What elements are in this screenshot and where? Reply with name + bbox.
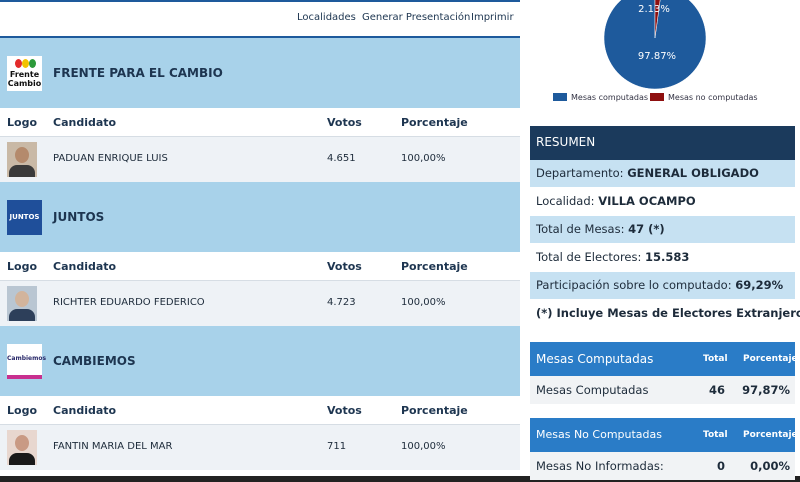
- resumen-value: GENERAL OBLIGADO: [627, 166, 759, 180]
- pie-slice: [603, 0, 707, 90]
- pie-chart: 97.87% 2.13% Mesas computadas Mesas no comp…: [553, 0, 758, 102]
- candidate-photo: [7, 142, 37, 177]
- row-percent: 0,00%: [750, 459, 790, 473]
- candidate-row: [0, 424, 520, 470]
- column-header: Porcentaje: [401, 260, 468, 273]
- resumen-row: Total de Mesas: 47 (*): [530, 216, 795, 243]
- table-header-row: [0, 108, 520, 136]
- photo-body: [9, 453, 35, 465]
- column-header: Votos: [327, 404, 362, 417]
- row-total: 46: [708, 383, 725, 397]
- logo-dot: [29, 59, 36, 68]
- candidate-votes: 4.723: [327, 297, 356, 308]
- table-column: Total: [703, 354, 728, 364]
- logo-dot: [15, 59, 22, 68]
- column-header: Candidato: [53, 404, 117, 417]
- bottom-bar: [0, 476, 800, 482]
- photo-head: [15, 435, 29, 451]
- column-header: Votos: [327, 116, 362, 129]
- resumen-label: Total de Mesas:: [536, 222, 625, 236]
- candidate-row: [0, 280, 520, 326]
- party-logo: Frente Cambio: [7, 56, 42, 91]
- photo-head: [15, 147, 29, 163]
- party-name: JUNTOS: [53, 210, 105, 224]
- legend-swatch: [650, 93, 664, 101]
- party-logo: JUNTOS: [7, 200, 42, 235]
- table-title: Mesas No Computadas: [536, 428, 663, 441]
- column-header: Porcentaje: [401, 404, 468, 417]
- candidate-votes: 711: [327, 441, 347, 452]
- party-header: [0, 38, 520, 108]
- column-header: Logo: [7, 404, 37, 417]
- party-header: [0, 182, 520, 252]
- candidate-percent: 100,00%: [401, 441, 446, 452]
- party-name: FRENTE PARA EL CAMBIO: [53, 66, 223, 80]
- nav-link[interactable]: Imprimir: [471, 12, 514, 23]
- table-header-row: [0, 252, 520, 280]
- resumen-label: Departamento:: [536, 166, 624, 180]
- candidate-row: [0, 136, 520, 182]
- table-title: Mesas Computadas: [536, 352, 654, 366]
- candidate-votes: 4.651: [327, 153, 356, 164]
- nav-link[interactable]: Generar Presentación: [362, 12, 471, 23]
- table-row: [530, 452, 795, 480]
- resumen-label: Total de Electores:: [536, 250, 642, 264]
- candidate-photo: [7, 430, 37, 465]
- photo-body: [9, 309, 35, 321]
- resumen-row: Departamento: GENERAL OBLIGADO: [530, 160, 795, 187]
- table-column: Porcentaje: [743, 354, 798, 364]
- column-header: Candidato: [53, 260, 117, 273]
- table-column: Porcentaje: [743, 430, 798, 440]
- column-header: Porcentaje: [401, 116, 468, 129]
- photo-head: [15, 291, 29, 307]
- table-header-row: [0, 396, 520, 424]
- resumen-value: 15.583: [645, 250, 690, 264]
- column-header: Votos: [327, 260, 362, 273]
- legend-label: Mesas computadas: [571, 93, 648, 102]
- row-total: 0: [716, 459, 725, 473]
- candidate-name: RICHTER EDUARDO FEDERICO: [53, 297, 205, 308]
- party-name: CAMBIEMOS: [53, 354, 136, 368]
- resumen-value: VILLA OCAMPO: [598, 194, 696, 208]
- nav-link[interactable]: Localidades: [297, 12, 356, 23]
- party-logo: Cambiemos: [7, 344, 46, 379]
- candidate-percent: 100,00%: [401, 153, 446, 164]
- resumen-row: Localidad: VILLA OCAMPO: [530, 188, 795, 215]
- resumen-row: Total de Electores: 15.583: [530, 244, 795, 271]
- column-header: Candidato: [53, 116, 117, 129]
- party-header: [0, 326, 520, 396]
- resumen-row: Participación sobre lo computado: 69,29%: [530, 272, 795, 299]
- table-row: [530, 376, 795, 404]
- pie-slice: [654, 0, 661, 39]
- table-header: [530, 342, 795, 376]
- table-header: [530, 418, 795, 452]
- resumen-value: 69,29%: [735, 278, 784, 292]
- resumen-note: (*) Incluye Mesas de Electores Extranjer…: [536, 306, 800, 320]
- photo-body: [9, 165, 35, 177]
- candidate-name: FANTIN MARIA DEL MAR: [53, 441, 173, 452]
- legend-label: Mesas no computadas: [668, 93, 758, 102]
- resumen-label: Participación sobre lo computado:: [536, 278, 732, 292]
- logo-dot: [22, 59, 29, 68]
- candidate-photo: [7, 286, 37, 321]
- pie-label: 2.13%: [638, 4, 670, 15]
- top-bar: [0, 0, 520, 38]
- column-header: Logo: [7, 260, 37, 273]
- resumen-label: Localidad:: [536, 194, 595, 208]
- row-label: Mesas Computadas: [536, 383, 649, 397]
- row-label: Mesas No Informadas:: [536, 459, 664, 473]
- pie-label: 97.87%: [638, 51, 676, 62]
- row-percent: 97,87%: [742, 383, 790, 397]
- resumen-header: RESUMEN: [530, 126, 795, 160]
- candidate-percent: 100,00%: [401, 297, 446, 308]
- candidate-name: PADUAN ENRIQUE LUIS: [53, 153, 168, 164]
- legend-swatch: [553, 93, 567, 101]
- column-header: Logo: [7, 116, 37, 129]
- resumen-value: 47 (*): [628, 222, 665, 236]
- table-column: Total: [703, 430, 728, 440]
